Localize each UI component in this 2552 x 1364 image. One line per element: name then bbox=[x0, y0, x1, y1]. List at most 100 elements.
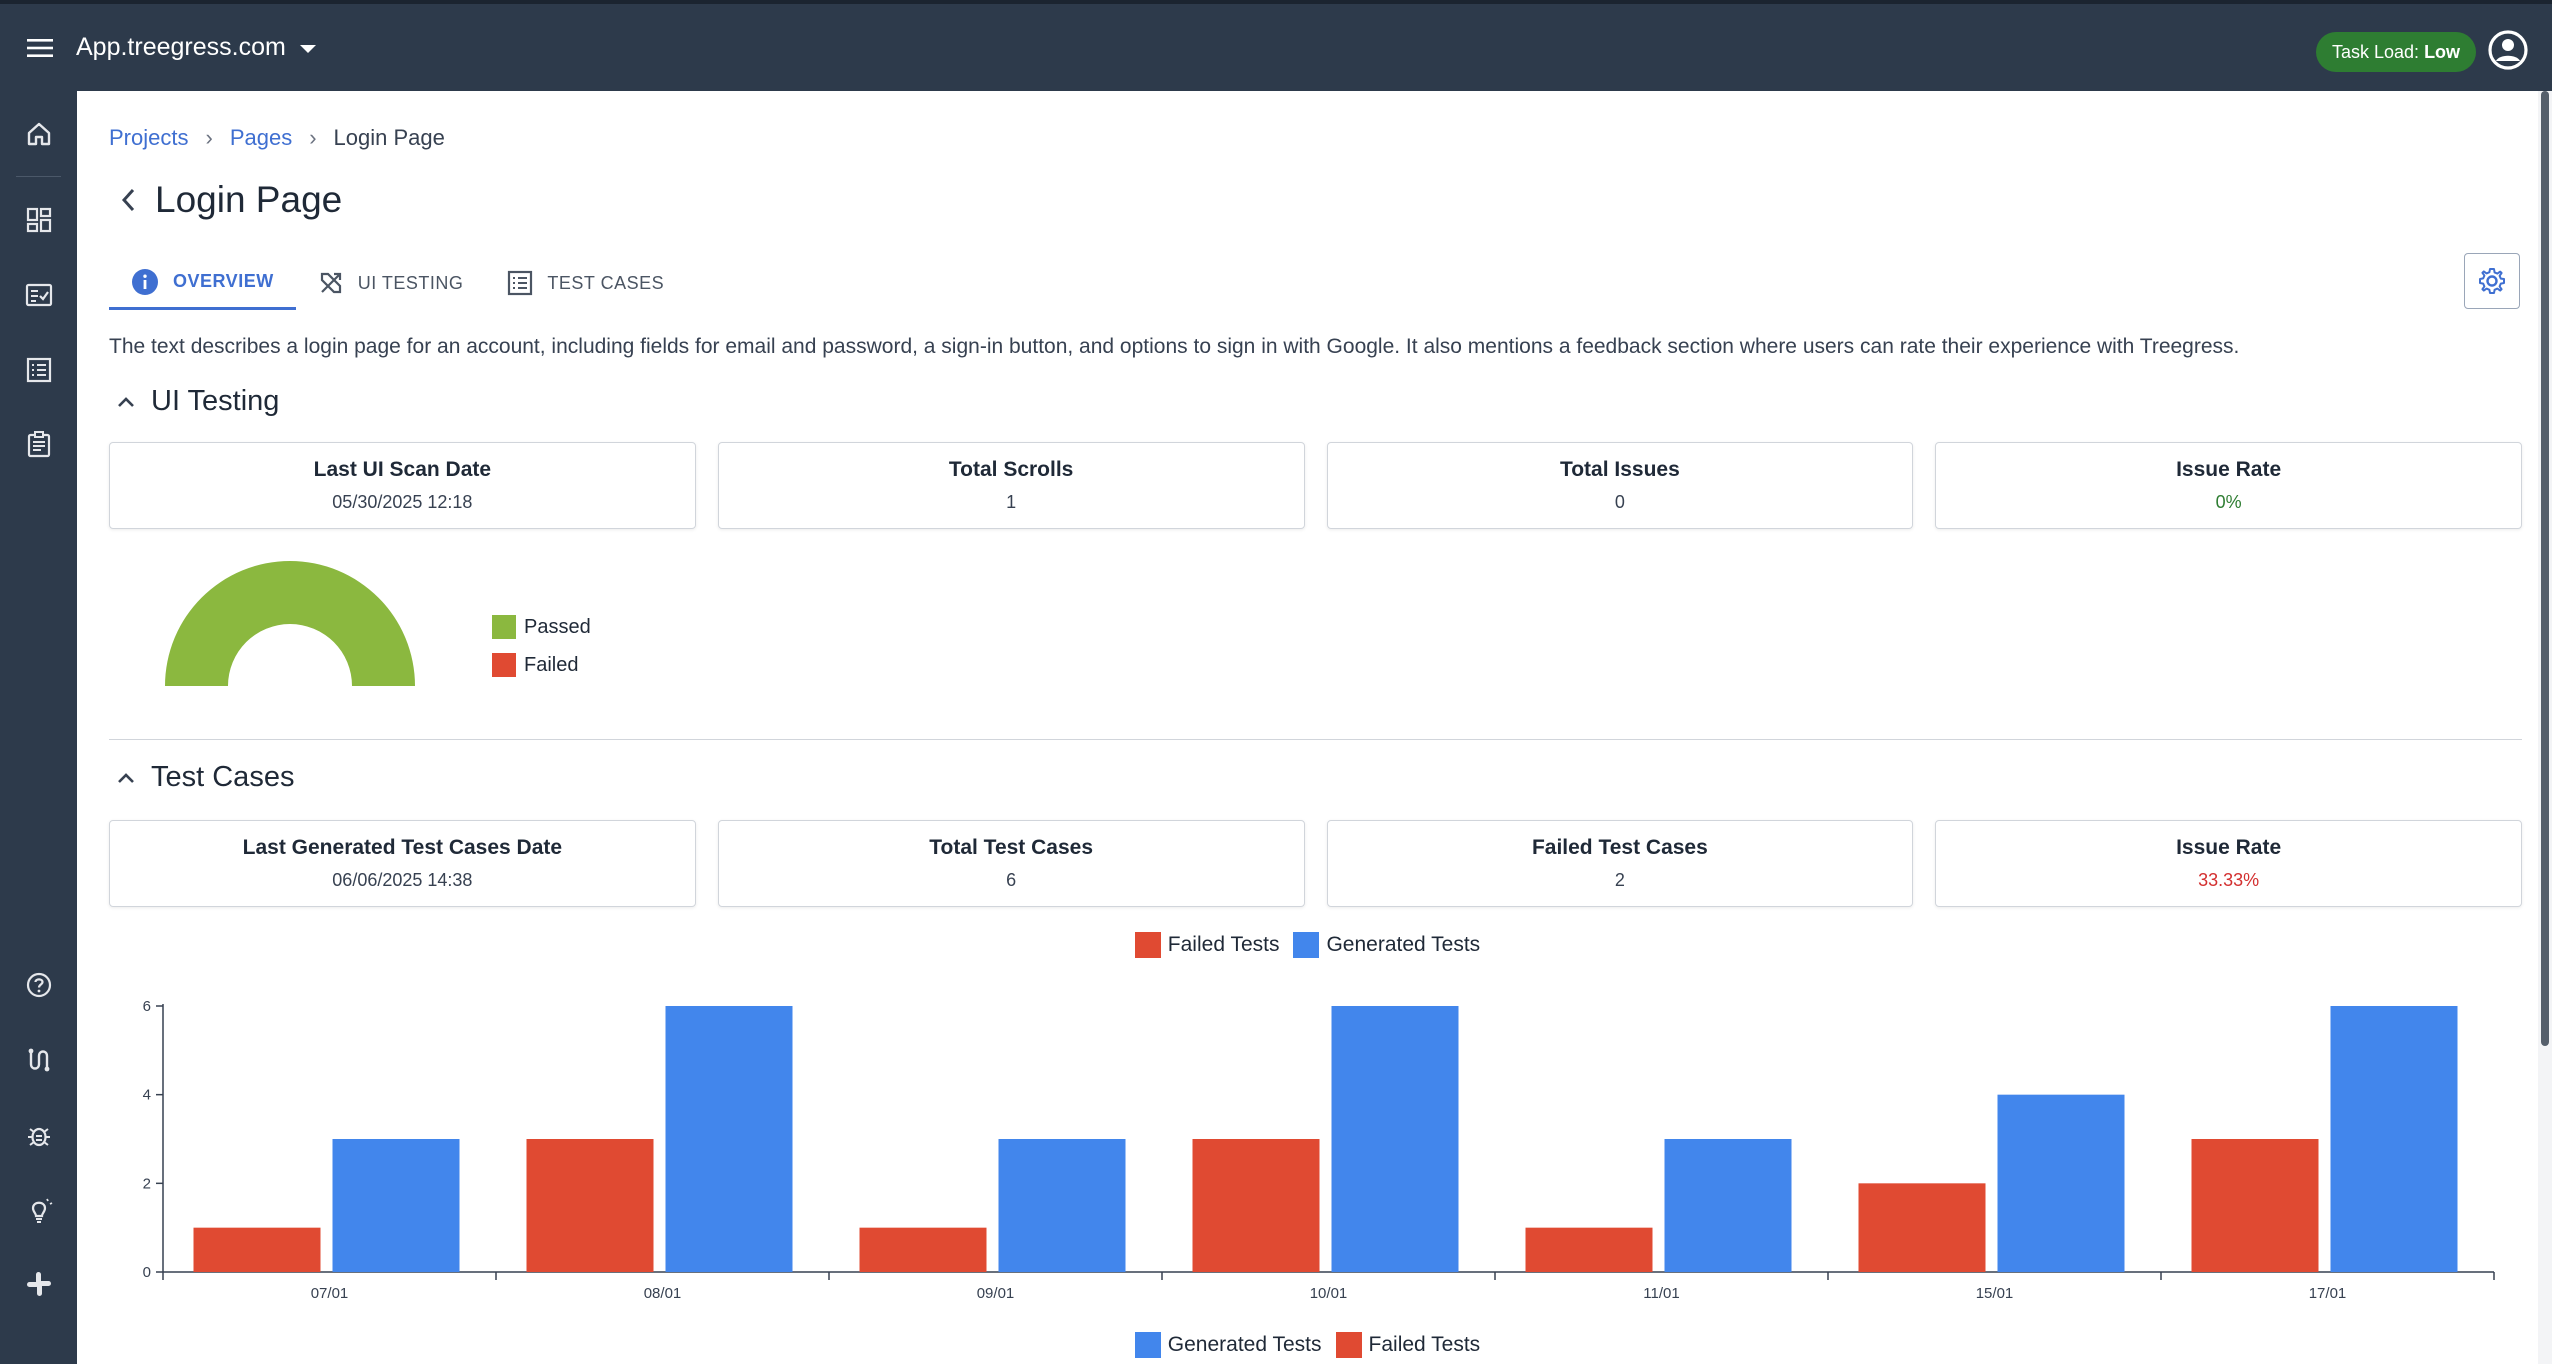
section-title: UI Testing bbox=[151, 385, 280, 417]
tab-overview[interactable]: OVERVIEW bbox=[109, 256, 296, 310]
rail-divider bbox=[16, 176, 61, 177]
list-icon bbox=[507, 270, 533, 296]
bug-icon[interactable] bbox=[0, 1105, 77, 1165]
legend-item-failed[interactable]: Failed bbox=[492, 646, 591, 684]
x-tick-label: 11/01 bbox=[1643, 1285, 1679, 1302]
legend-item-failed-tests[interactable]: Failed Tests bbox=[1335, 1332, 1481, 1358]
stat-value: 1 bbox=[1006, 492, 1017, 512]
section-title: Test Cases bbox=[151, 761, 295, 793]
slack-icon[interactable] bbox=[0, 1254, 77, 1314]
y-tick-label: 4 bbox=[143, 1087, 151, 1104]
gear-icon bbox=[2477, 266, 2507, 296]
info-icon bbox=[131, 268, 159, 296]
design-tools-icon bbox=[318, 270, 344, 296]
legend-swatch bbox=[1134, 1332, 1161, 1358]
legend-item-generated-tests[interactable]: Generated Tests bbox=[1134, 1332, 1322, 1358]
section-divider bbox=[109, 739, 2522, 740]
legend-swatch bbox=[1134, 932, 1161, 958]
bar-failed-tests-07/01 bbox=[193, 1227, 321, 1272]
app-switcher-label[interactable]: App.treegress.com bbox=[76, 33, 286, 61]
bar-failed-tests-08/01 bbox=[526, 1139, 654, 1272]
tab-test-cases[interactable]: TEST CASES bbox=[485, 256, 686, 310]
page-header: Login Page bbox=[113, 179, 342, 221]
stat-value: 33.33% bbox=[2198, 870, 2260, 890]
test-cases-stats: Last Generated Test Cases Date 06/06/202… bbox=[109, 820, 2522, 907]
home-icon[interactable] bbox=[0, 104, 77, 164]
fact-check-icon[interactable] bbox=[0, 265, 77, 325]
stat-value: 6 bbox=[1006, 870, 1017, 890]
lightbulb-icon[interactable] bbox=[0, 1180, 77, 1240]
legend-item-generated-tests[interactable]: Generated Tests bbox=[1293, 932, 1480, 958]
legend-item-passed[interactable]: Passed bbox=[492, 608, 591, 646]
caret-down-icon[interactable] bbox=[299, 45, 316, 53]
bar-generated-tests-08/01 bbox=[665, 1006, 793, 1272]
bar-generated-tests-07/01 bbox=[332, 1139, 460, 1272]
page-description: The text describes a login page for an a… bbox=[109, 335, 2240, 358]
scrollbar-thumb[interactable] bbox=[2541, 91, 2549, 1046]
y-tick-label: 2 bbox=[143, 1175, 151, 1192]
stat-label: Failed Test Cases bbox=[1531, 836, 1708, 859]
legend-swatch bbox=[1335, 1332, 1362, 1358]
help-icon[interactable] bbox=[0, 955, 77, 1015]
y-tick-label: 0 bbox=[143, 1264, 151, 1281]
dashboard-icon[interactable] bbox=[0, 190, 77, 250]
list-icon[interactable] bbox=[0, 340, 77, 400]
stat-value: 0% bbox=[2215, 492, 2242, 512]
x-tick-label: 07/01 bbox=[311, 1285, 349, 1302]
route-icon[interactable] bbox=[0, 1030, 77, 1090]
legend-item-failed-tests[interactable]: Failed Tests bbox=[1134, 932, 1280, 958]
x-tick-label: 10/01 bbox=[1310, 1285, 1348, 1302]
chart-legend-top: Failed Tests Generated Tests bbox=[77, 932, 2538, 958]
gauge-slice-passed bbox=[165, 561, 415, 686]
tab-label: UI TESTING bbox=[357, 272, 464, 293]
stat-card-last-generated: Last Generated Test Cases Date 06/06/202… bbox=[109, 820, 696, 907]
vertical-scrollbar[interactable] bbox=[2538, 91, 2552, 1364]
chart-legend-bottom: Generated Tests Failed Tests bbox=[77, 1332, 2538, 1358]
stat-label: Last Generated Test Cases Date bbox=[242, 836, 563, 859]
task-load-value: Low bbox=[2424, 41, 2461, 62]
stat-value: 05/30/2025 12:18 bbox=[332, 492, 473, 512]
ui-testing-section-header[interactable]: UI Testing bbox=[113, 385, 279, 418]
legend-label: Failed bbox=[524, 653, 579, 676]
stat-label: Last UI Scan Date bbox=[313, 458, 492, 481]
stat-card-issue-rate: Issue Rate 0% bbox=[1935, 442, 2522, 529]
menu-icon[interactable] bbox=[0, 2, 80, 93]
tab-label: OVERVIEW bbox=[173, 271, 274, 291]
bar-generated-tests-09/01 bbox=[998, 1139, 1126, 1272]
chevron-up-icon[interactable] bbox=[113, 765, 139, 791]
legend-swatch bbox=[1293, 932, 1320, 958]
account-circle-icon[interactable] bbox=[2487, 29, 2529, 71]
breadcrumb: Projects › Pages › Login Page bbox=[109, 125, 445, 151]
ui-testing-stats: Last UI Scan Date 05/30/2025 12:18 Total… bbox=[109, 442, 2522, 529]
chevron-up-icon[interactable] bbox=[113, 389, 139, 415]
page-title: Login Page bbox=[155, 179, 343, 220]
clipboard-icon[interactable] bbox=[0, 414, 77, 474]
breadcrumb-link-projects[interactable]: Projects bbox=[109, 125, 189, 150]
stat-label: Issue Rate bbox=[2176, 458, 2282, 481]
breadcrumb-link-pages[interactable]: Pages bbox=[229, 125, 293, 150]
legend-label: Passed bbox=[524, 615, 591, 638]
test-cases-section-header[interactable]: Test Cases bbox=[113, 761, 294, 794]
y-tick-label: 6 bbox=[143, 998, 151, 1015]
bar-failed-tests-15/01 bbox=[1858, 1183, 1986, 1272]
back-arrow-icon[interactable] bbox=[113, 180, 143, 220]
stat-label: Total Issues bbox=[1559, 458, 1680, 481]
bar-generated-tests-15/01 bbox=[1997, 1094, 2125, 1272]
gauge-legend: Passed Failed bbox=[492, 608, 591, 684]
tab-ui-testing[interactable]: UI TESTING bbox=[296, 256, 486, 310]
tab-bar: OVERVIEW UI TESTING TEST CASES bbox=[109, 256, 686, 310]
bar-generated-tests-10/01 bbox=[1331, 1006, 1459, 1272]
chevron-right-icon: › bbox=[205, 125, 213, 150]
legend-label: Generated Tests bbox=[1167, 1333, 1322, 1356]
legend-label: Failed Tests bbox=[1167, 933, 1280, 956]
top-app-bar: App.treegress.com Task Load: Low bbox=[0, 0, 2552, 91]
stat-card-total-test-cases: Total Test Cases 6 bbox=[717, 820, 1305, 907]
legend-swatch bbox=[492, 653, 516, 677]
stat-label: Issue Rate bbox=[2176, 836, 2282, 859]
legend-label: Failed Tests bbox=[1368, 1333, 1481, 1356]
passed-failed-gauge bbox=[165, 561, 415, 686]
settings-button[interactable] bbox=[2464, 253, 2520, 309]
stat-card-last-scan: Last UI Scan Date 05/30/2025 12:18 bbox=[109, 442, 696, 529]
x-tick-label: 09/01 bbox=[977, 1285, 1015, 1302]
x-tick-label: 15/01 bbox=[1976, 1285, 2014, 1302]
